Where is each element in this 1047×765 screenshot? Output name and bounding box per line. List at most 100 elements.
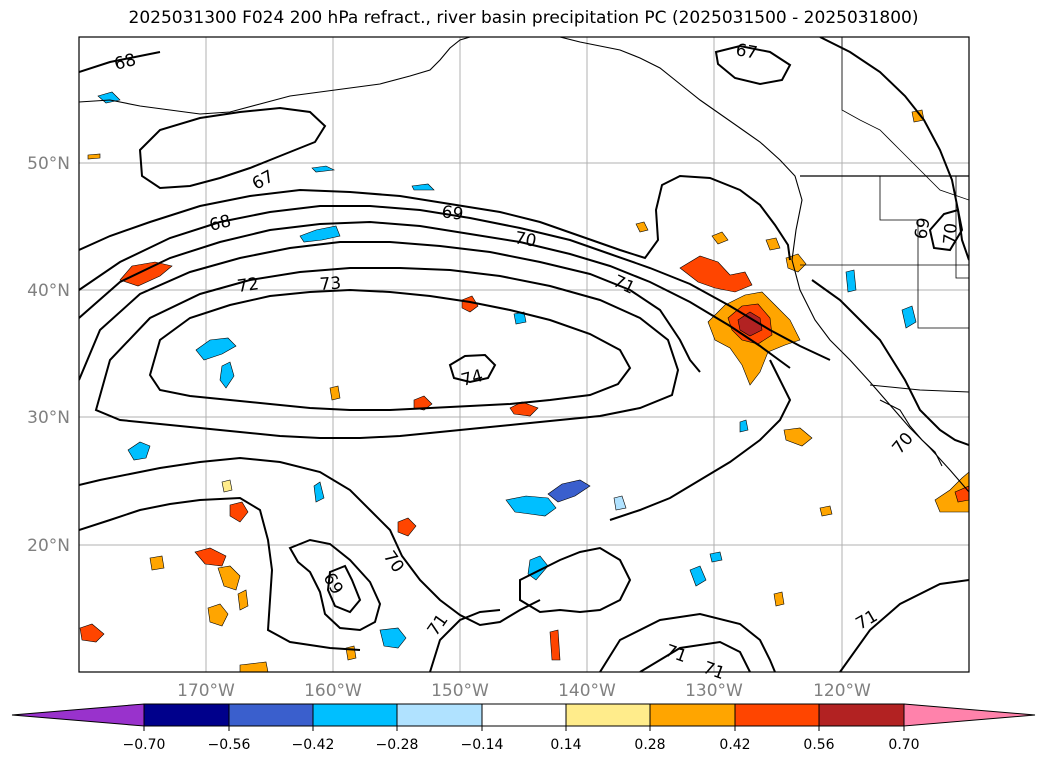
state-border: [917, 265, 969, 329]
contour-line: [639, 640, 751, 672]
precip-negative-area: [845, 269, 857, 293]
contour-label: 70: [513, 228, 538, 251]
lat-tick-label: 30°N: [27, 408, 70, 428]
contour-line: [429, 609, 501, 672]
contour-line: [94, 267, 680, 439]
contour-line: [448, 353, 497, 384]
precip-positive-area: [679, 255, 753, 293]
precip-positive-area: [737, 311, 763, 337]
precip-negative-area: [313, 481, 325, 503]
precip-negative-area: [709, 551, 723, 563]
precip-positive-area: [229, 501, 249, 523]
contour-line: [148, 288, 632, 411]
colorbar-segment: [818, 703, 905, 727]
precip-positive-area: [207, 603, 229, 627]
precip-positive-area: [461, 295, 479, 313]
colorbar-extend-low: [11, 703, 145, 727]
contour-line: [714, 44, 792, 86]
lon-tick-label: 120°W: [813, 681, 871, 701]
contour-line: [79, 51, 161, 73]
precip-negative-area: [411, 183, 435, 191]
colorbar-segment: [312, 703, 398, 727]
precip-negative-area: [219, 361, 235, 389]
contour-label: 69: [440, 202, 464, 225]
state-border: [841, 37, 969, 201]
map-title: 2025031300 F024 200 hPa refract., river …: [128, 8, 919, 28]
colorbar-tick-label: 0.56: [803, 737, 834, 753]
colorbar-tick-label: −0.28: [376, 737, 419, 753]
colorbar-tick-label: 0.14: [550, 737, 581, 753]
state-border: [879, 176, 919, 265]
lon-tick-label: 140°W: [558, 681, 616, 701]
colorbar-segment: [649, 703, 736, 727]
precip-positive-area: [79, 623, 105, 643]
precip-positive-area: [785, 253, 807, 273]
baja-coastline: [879, 399, 943, 467]
precip-positive-area: [149, 555, 165, 571]
colorbar-tick-label: −0.70: [123, 737, 166, 753]
precip-positive-area: [635, 221, 649, 233]
precip-positive-area: [239, 661, 269, 672]
colorbar-tick-label: 0.28: [634, 737, 665, 753]
precip-negative-area: [299, 225, 341, 243]
contour-label: 69: [911, 216, 934, 241]
contour-line: [79, 456, 541, 627]
precip-negative-area: [505, 495, 557, 517]
contour-label: 72: [236, 274, 260, 297]
colorbar-tick-label: −0.56: [208, 737, 251, 753]
precip-negative-area: [547, 479, 591, 503]
precip-negative-area: [127, 441, 151, 461]
colorbar-tick-label: 0.42: [719, 737, 750, 753]
colorbar-segment: [143, 703, 230, 727]
precip-negative-area: [689, 565, 707, 587]
precip-positive-area: [194, 547, 227, 567]
precip-positive-area: [397, 517, 417, 537]
contour-line: [326, 564, 362, 614]
contour-line: [599, 612, 776, 672]
colorbar-ticks: [143, 726, 905, 731]
precip-negative-area: [379, 627, 407, 649]
coastlines: [79, 37, 969, 493]
colorbar-tick-label: −0.14: [461, 737, 504, 753]
contour-line: [79, 205, 831, 361]
contour-line: [519, 546, 632, 614]
plot-border: [78, 36, 970, 673]
contour-line: [79, 220, 791, 369]
lat-tick-label: 20°N: [27, 536, 70, 556]
lon-tick-label: 170°W: [177, 681, 235, 701]
contour-line: [288, 538, 382, 632]
contour-label: 67: [734, 40, 759, 63]
gulf-of-alaska-coastline: [559, 37, 969, 493]
precip-positive-area: [87, 153, 101, 160]
contour-line: [811, 279, 969, 446]
precip-negative-area: [613, 495, 627, 511]
lon-tick-label: 150°W: [431, 681, 489, 701]
precip-positive-area: [217, 565, 241, 591]
colorbar-segment: [481, 703, 567, 727]
colorbar-segment: [734, 703, 820, 727]
precip-positive-area: [237, 589, 249, 611]
lat-axis-labels: 50°N 40°N 30°N 20°N: [27, 154, 70, 556]
contour-label: 70: [940, 222, 962, 245]
precip-positive-area: [711, 231, 729, 245]
contour-line: [79, 496, 361, 651]
precip-negative-area: [901, 305, 917, 329]
contour-line: [138, 106, 327, 190]
colorbar-segment: [228, 703, 314, 727]
precip-positive-area: [413, 395, 433, 411]
contour-line: [928, 208, 964, 252]
precip-negative-area: [311, 165, 336, 173]
alaska-coastline: [79, 37, 471, 115]
precip-positive-area: [329, 385, 341, 401]
contour-line: [79, 174, 791, 261]
colorbar-segment: [396, 703, 483, 727]
lon-axis-labels: 170°W 160°W 150°W 140°W 130°W 120°W: [177, 681, 871, 701]
contour-line: [609, 359, 792, 521]
lat-tick-label: 40°N: [27, 281, 70, 301]
contour-line: [839, 579, 969, 672]
colorbar: −0.70 −0.56 −0.42 −0.28 −0.14 0.14 0.28 …: [11, 703, 1036, 753]
colorbar-tick-label: 0.70: [888, 737, 919, 753]
lon-tick-label: 130°W: [685, 681, 743, 701]
precip-positive-area: [549, 629, 561, 661]
